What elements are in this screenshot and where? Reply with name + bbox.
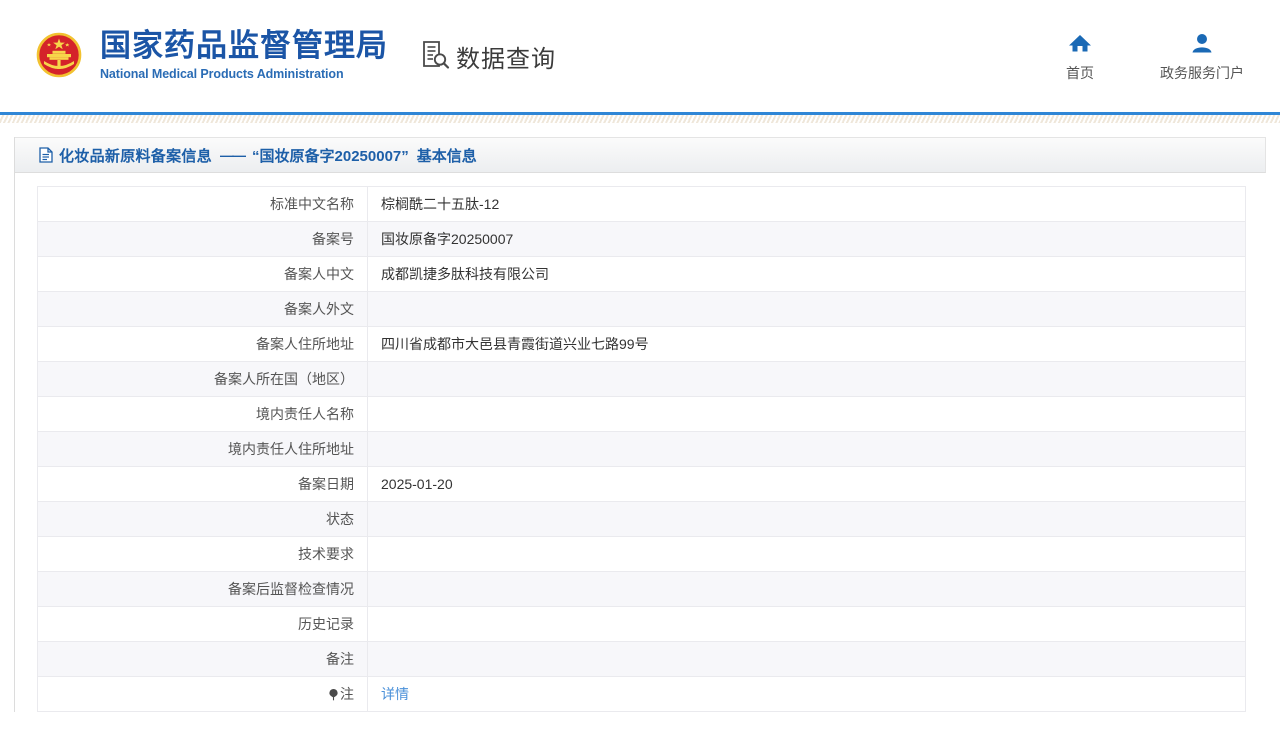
- pin-note-icon: [328, 688, 339, 704]
- row-label: 备案号: [37, 221, 368, 257]
- module-title: 数据查询: [418, 38, 556, 75]
- basic-info-table-body: 标准中文名称 棕榈酰二十五肽-12 备案号 国妆原备字20250007 备案人中…: [37, 186, 1246, 712]
- table-row: 备案日期 2025-01-20: [37, 466, 1246, 502]
- panel-record-code: “国妆原备字20250007”: [252, 147, 409, 165]
- row-value: [367, 606, 1246, 642]
- panel-title-text: 化妆品新原料备案信息: [59, 147, 213, 165]
- row-value: 四川省成都市大邑县青霞街道兴业七路99号: [367, 326, 1246, 362]
- row-label: 备案人中文: [37, 256, 368, 292]
- site-header: 国家药品监督管理局 National Medical Products Admi…: [0, 0, 1280, 112]
- table-row: 备案后监督检查情况: [37, 571, 1246, 607]
- row-label-note-text: 注: [340, 686, 354, 702]
- document-search-icon: [418, 38, 452, 75]
- brand-name-en: National Medical Products Administration: [100, 67, 344, 82]
- row-value-note: 详情: [367, 676, 1246, 712]
- row-label: 标准中文名称: [37, 186, 368, 222]
- row-label: 境内责任人名称: [37, 396, 368, 432]
- table-row: 标准中文名称 棕榈酰二十五肽-12: [37, 186, 1246, 222]
- row-label: 备案人外文: [37, 291, 368, 327]
- panel-title-separator: ——: [220, 147, 246, 163]
- table-row: 技术要求: [37, 536, 1246, 572]
- row-value: [367, 571, 1246, 607]
- header-nav: 首页 政务服务门户: [1058, 28, 1244, 83]
- table-row: 境内责任人住所地址: [37, 431, 1246, 467]
- row-label-note: 注: [37, 676, 368, 712]
- header-accent-rule: [0, 112, 1280, 115]
- panel-title-bar: 化妆品新原料备案信息 —— “国妆原备字20250007” 基本信息: [15, 137, 1266, 173]
- row-label: 状态: [37, 501, 368, 537]
- nav-item-gov-portal[interactable]: 政务服务门户: [1160, 28, 1244, 83]
- row-value: 国妆原备字20250007: [367, 221, 1246, 257]
- row-label: 备案人所在国（地区）: [37, 361, 368, 397]
- table-row: 备案号 国妆原备字20250007: [37, 221, 1246, 257]
- info-panel: 化妆品新原料备案信息 —— “国妆原备字20250007” 基本信息 标准中文名…: [14, 137, 1266, 712]
- table-row: 备注: [37, 641, 1246, 677]
- content-area: 化妆品新原料备案信息 —— “国妆原备字20250007” 基本信息 标准中文名…: [0, 137, 1280, 712]
- nav-item-home[interactable]: 首页: [1058, 28, 1102, 83]
- table-row-note: 注 详情: [37, 676, 1246, 712]
- detail-link[interactable]: 详情: [381, 686, 409, 702]
- header-hatch-band: [0, 115, 1280, 123]
- brand-name-cn: 国家药品监督管理局: [100, 28, 388, 65]
- brand-text: 国家药品监督管理局 National Medical Products Admi…: [100, 31, 388, 81]
- table-row: 备案人外文: [37, 291, 1246, 327]
- table-row: 备案人住所地址 四川省成都市大邑县青霞街道兴业七路99号: [37, 326, 1246, 362]
- nav-item-gov-portal-label: 政务服务门户: [1160, 65, 1244, 81]
- row-value: 棕榈酰二十五肽-12: [367, 186, 1246, 222]
- table-row: 境内责任人名称: [37, 396, 1246, 432]
- row-value: [367, 641, 1246, 677]
- row-value: 成都凯捷多肽科技有限公司: [367, 256, 1246, 292]
- national-emblem-icon: [32, 29, 86, 83]
- brand-block: 国家药品监督管理局 National Medical Products Admi…: [32, 29, 388, 83]
- module-title-label: 数据查询: [456, 44, 556, 73]
- basic-info-table: 标准中文名称 棕榈酰二十五肽-12 备案号 国妆原备字20250007 备案人中…: [37, 186, 1246, 712]
- row-value: [367, 536, 1246, 572]
- nav-item-home-label: 首页: [1066, 65, 1094, 81]
- table-row: 备案人所在国（地区）: [37, 361, 1246, 397]
- row-label: 技术要求: [37, 536, 368, 572]
- table-row: 备案人中文 成都凯捷多肽科技有限公司: [37, 256, 1246, 292]
- row-label: 备注: [37, 641, 368, 677]
- panel-title-tail: 基本信息: [416, 147, 477, 165]
- row-value: [367, 291, 1246, 327]
- row-value: [367, 431, 1246, 467]
- row-value: [367, 501, 1246, 537]
- row-value: [367, 396, 1246, 432]
- row-value: [367, 361, 1246, 397]
- document-info-icon: [39, 147, 53, 163]
- table-row: 状态: [37, 501, 1246, 537]
- row-label: 境内责任人住所地址: [37, 431, 368, 467]
- row-label: 备案日期: [37, 466, 368, 502]
- table-row: 历史记录: [37, 606, 1246, 642]
- row-label: 历史记录: [37, 606, 368, 642]
- home-icon: [1067, 28, 1093, 56]
- user-portal-icon: [1189, 28, 1215, 56]
- row-label: 备案后监督检查情况: [37, 571, 368, 607]
- row-value: 2025-01-20: [367, 466, 1246, 502]
- row-label: 备案人住所地址: [37, 326, 368, 362]
